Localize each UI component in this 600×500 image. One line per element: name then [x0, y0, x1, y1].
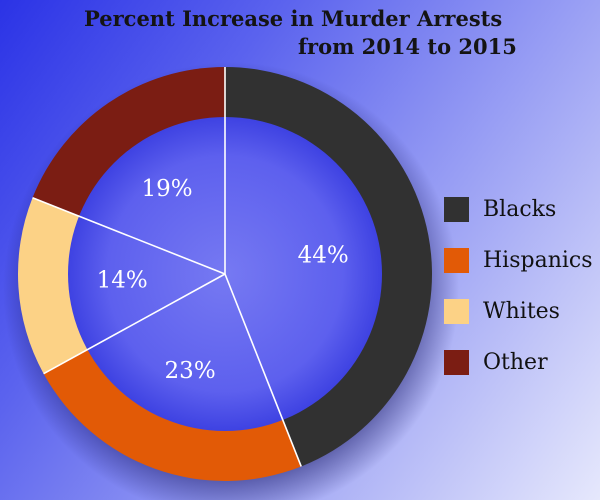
- divider-hispanics: [224, 273, 302, 467]
- legend-item-hispanics: Hispanics: [444, 235, 593, 286]
- legend-label-blacks: Blacks: [483, 197, 557, 222]
- legend-item-whites: Whites: [444, 286, 593, 337]
- legend-label-hispanics: Hispanics: [483, 248, 593, 273]
- legend-swatch-blacks: [444, 197, 469, 222]
- legend-item-blacks: Blacks: [444, 184, 593, 235]
- legend-swatch-hispanics: [444, 248, 469, 273]
- slice-label-other: 19%: [142, 176, 193, 202]
- chart-subtitle: from 2014 to 2015: [298, 34, 517, 59]
- legend-label-other: Other: [483, 350, 548, 375]
- legend-swatch-whites: [444, 299, 469, 324]
- legend-label-whites: Whites: [483, 299, 560, 324]
- divider-whites: [43, 273, 226, 375]
- legend: Blacks Hispanics Whites Other: [444, 184, 593, 388]
- divider-other: [32, 197, 226, 275]
- slice-label-hispanics: 23%: [165, 358, 216, 384]
- legend-swatch-other: [444, 350, 469, 375]
- slice-label-whites: 14%: [97, 267, 148, 293]
- chart-title: Percent Increase in Murder Arrests: [84, 6, 503, 31]
- legend-item-other: Other: [444, 337, 593, 388]
- slice-label-blacks: 44%: [298, 242, 349, 268]
